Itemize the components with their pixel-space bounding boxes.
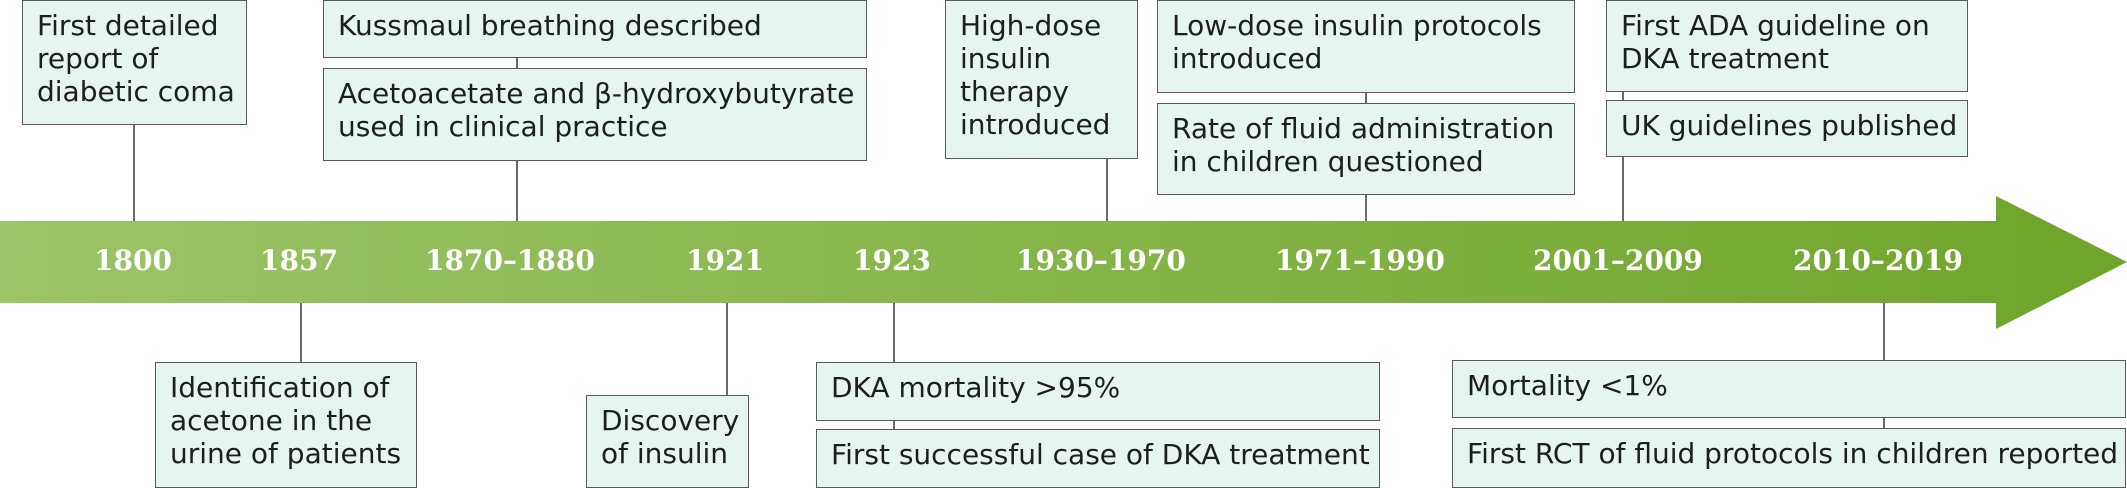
- connector-1971: [1365, 195, 1367, 221]
- event-text-line: High-dose: [960, 9, 1102, 42]
- event-text-line: Acetoacetate and β-hydroxybutyrate: [338, 77, 855, 110]
- connector-1923: [893, 303, 895, 362]
- connector-1857: [300, 303, 302, 362]
- event-text-line: DKA mortality >95%: [831, 371, 1121, 404]
- connector-2001-stack: [1622, 92, 1624, 100]
- event-box-acetoacetate: Acetoacetate and β-hydroxybutyrate used …: [323, 68, 867, 161]
- event-box-discovery-of-insulin: Discovery of insulin: [586, 395, 749, 488]
- event-text-line: diabetic coma: [37, 75, 235, 108]
- year-label-1800: 1800: [94, 244, 172, 277]
- connector-1923-stack: [893, 421, 895, 429]
- year-label-2010-2019: 2010–2019: [1793, 244, 1963, 277]
- year-label-1971-1990: 1971–1990: [1275, 244, 1445, 277]
- connector-2001: [1622, 157, 1624, 221]
- event-text-line: acetone in the: [170, 404, 373, 437]
- event-text-line: Discovery: [601, 404, 740, 437]
- event-text-line: Rate of fluid administration: [1172, 112, 1555, 145]
- event-text-line: First ADA guideline on: [1621, 9, 1930, 42]
- event-box-mortality-under-1: Mortality <1%: [1452, 360, 2126, 418]
- event-box-low-dose-insulin: Low-dose insulin protocols introduced: [1157, 0, 1575, 93]
- event-text-line: used in clinical practice: [338, 110, 668, 143]
- event-text-line: introduced: [1172, 42, 1323, 75]
- year-label-1923: 1923: [853, 244, 931, 277]
- connector-1921: [726, 303, 728, 395]
- event-text-line: in children questioned: [1172, 145, 1484, 178]
- event-box-acetone-identification: Identification of acetone in the urine o…: [155, 362, 417, 488]
- connector-1870: [516, 161, 518, 221]
- connector-2010-stack: [1883, 418, 1885, 428]
- event-box-first-detailed-report: First detailed report of diabetic coma: [22, 0, 247, 125]
- event-text-line: Kussmaul breathing described: [338, 9, 762, 42]
- year-label-2001-2009: 2001–2009: [1533, 244, 1703, 277]
- year-label-1921: 1921: [686, 244, 764, 277]
- connector-2010: [1883, 303, 1885, 360]
- event-box-first-ada-guideline: First ADA guideline on DKA treatment: [1606, 0, 1968, 92]
- year-label-1870-1880: 1870–1880: [425, 244, 595, 277]
- event-text-line: Low-dose insulin protocols: [1172, 9, 1542, 42]
- year-label-1857: 1857: [260, 244, 338, 277]
- event-box-fluid-rate-children: Rate of fluid administration in children…: [1157, 103, 1575, 195]
- event-text-line: report of: [37, 42, 159, 75]
- event-box-high-dose-insulin: High-dose insulin therapy introduced: [945, 0, 1138, 159]
- event-text-line: insulin: [960, 42, 1052, 75]
- event-text-line: of insulin: [601, 437, 729, 470]
- event-text-line: First RCT of fluid protocols in children…: [1467, 437, 2119, 470]
- year-label-1930-1970: 1930–1970: [1016, 244, 1186, 277]
- event-text-line: therapy: [960, 75, 1069, 108]
- event-box-kussmaul-breathing: Kussmaul breathing described: [323, 0, 867, 58]
- event-text-line: Identification of: [170, 371, 390, 404]
- connector-1930: [1106, 159, 1108, 221]
- event-text-line: Mortality <1%: [1467, 369, 1668, 402]
- connector-1800: [133, 125, 135, 221]
- event-box-uk-guidelines: UK guidelines published: [1606, 100, 1968, 157]
- event-text-line: urine of patients: [170, 437, 402, 470]
- event-text-line: introduced: [960, 108, 1111, 141]
- event-box-first-successful-case: First successful case of DKA treatment: [816, 429, 1380, 488]
- event-text-line: First detailed: [37, 9, 219, 42]
- event-box-first-rct-fluid: First RCT of fluid protocols in children…: [1452, 428, 2126, 488]
- connector-1870-stack: [516, 58, 518, 68]
- event-text-line: DKA treatment: [1621, 42, 1829, 75]
- event-box-dka-mortality: DKA mortality >95%: [816, 362, 1380, 421]
- connector-1971-stack: [1365, 93, 1367, 103]
- event-text-line: UK guidelines published: [1621, 109, 1958, 142]
- event-text-line: First successful case of DKA treatment: [831, 438, 1370, 471]
